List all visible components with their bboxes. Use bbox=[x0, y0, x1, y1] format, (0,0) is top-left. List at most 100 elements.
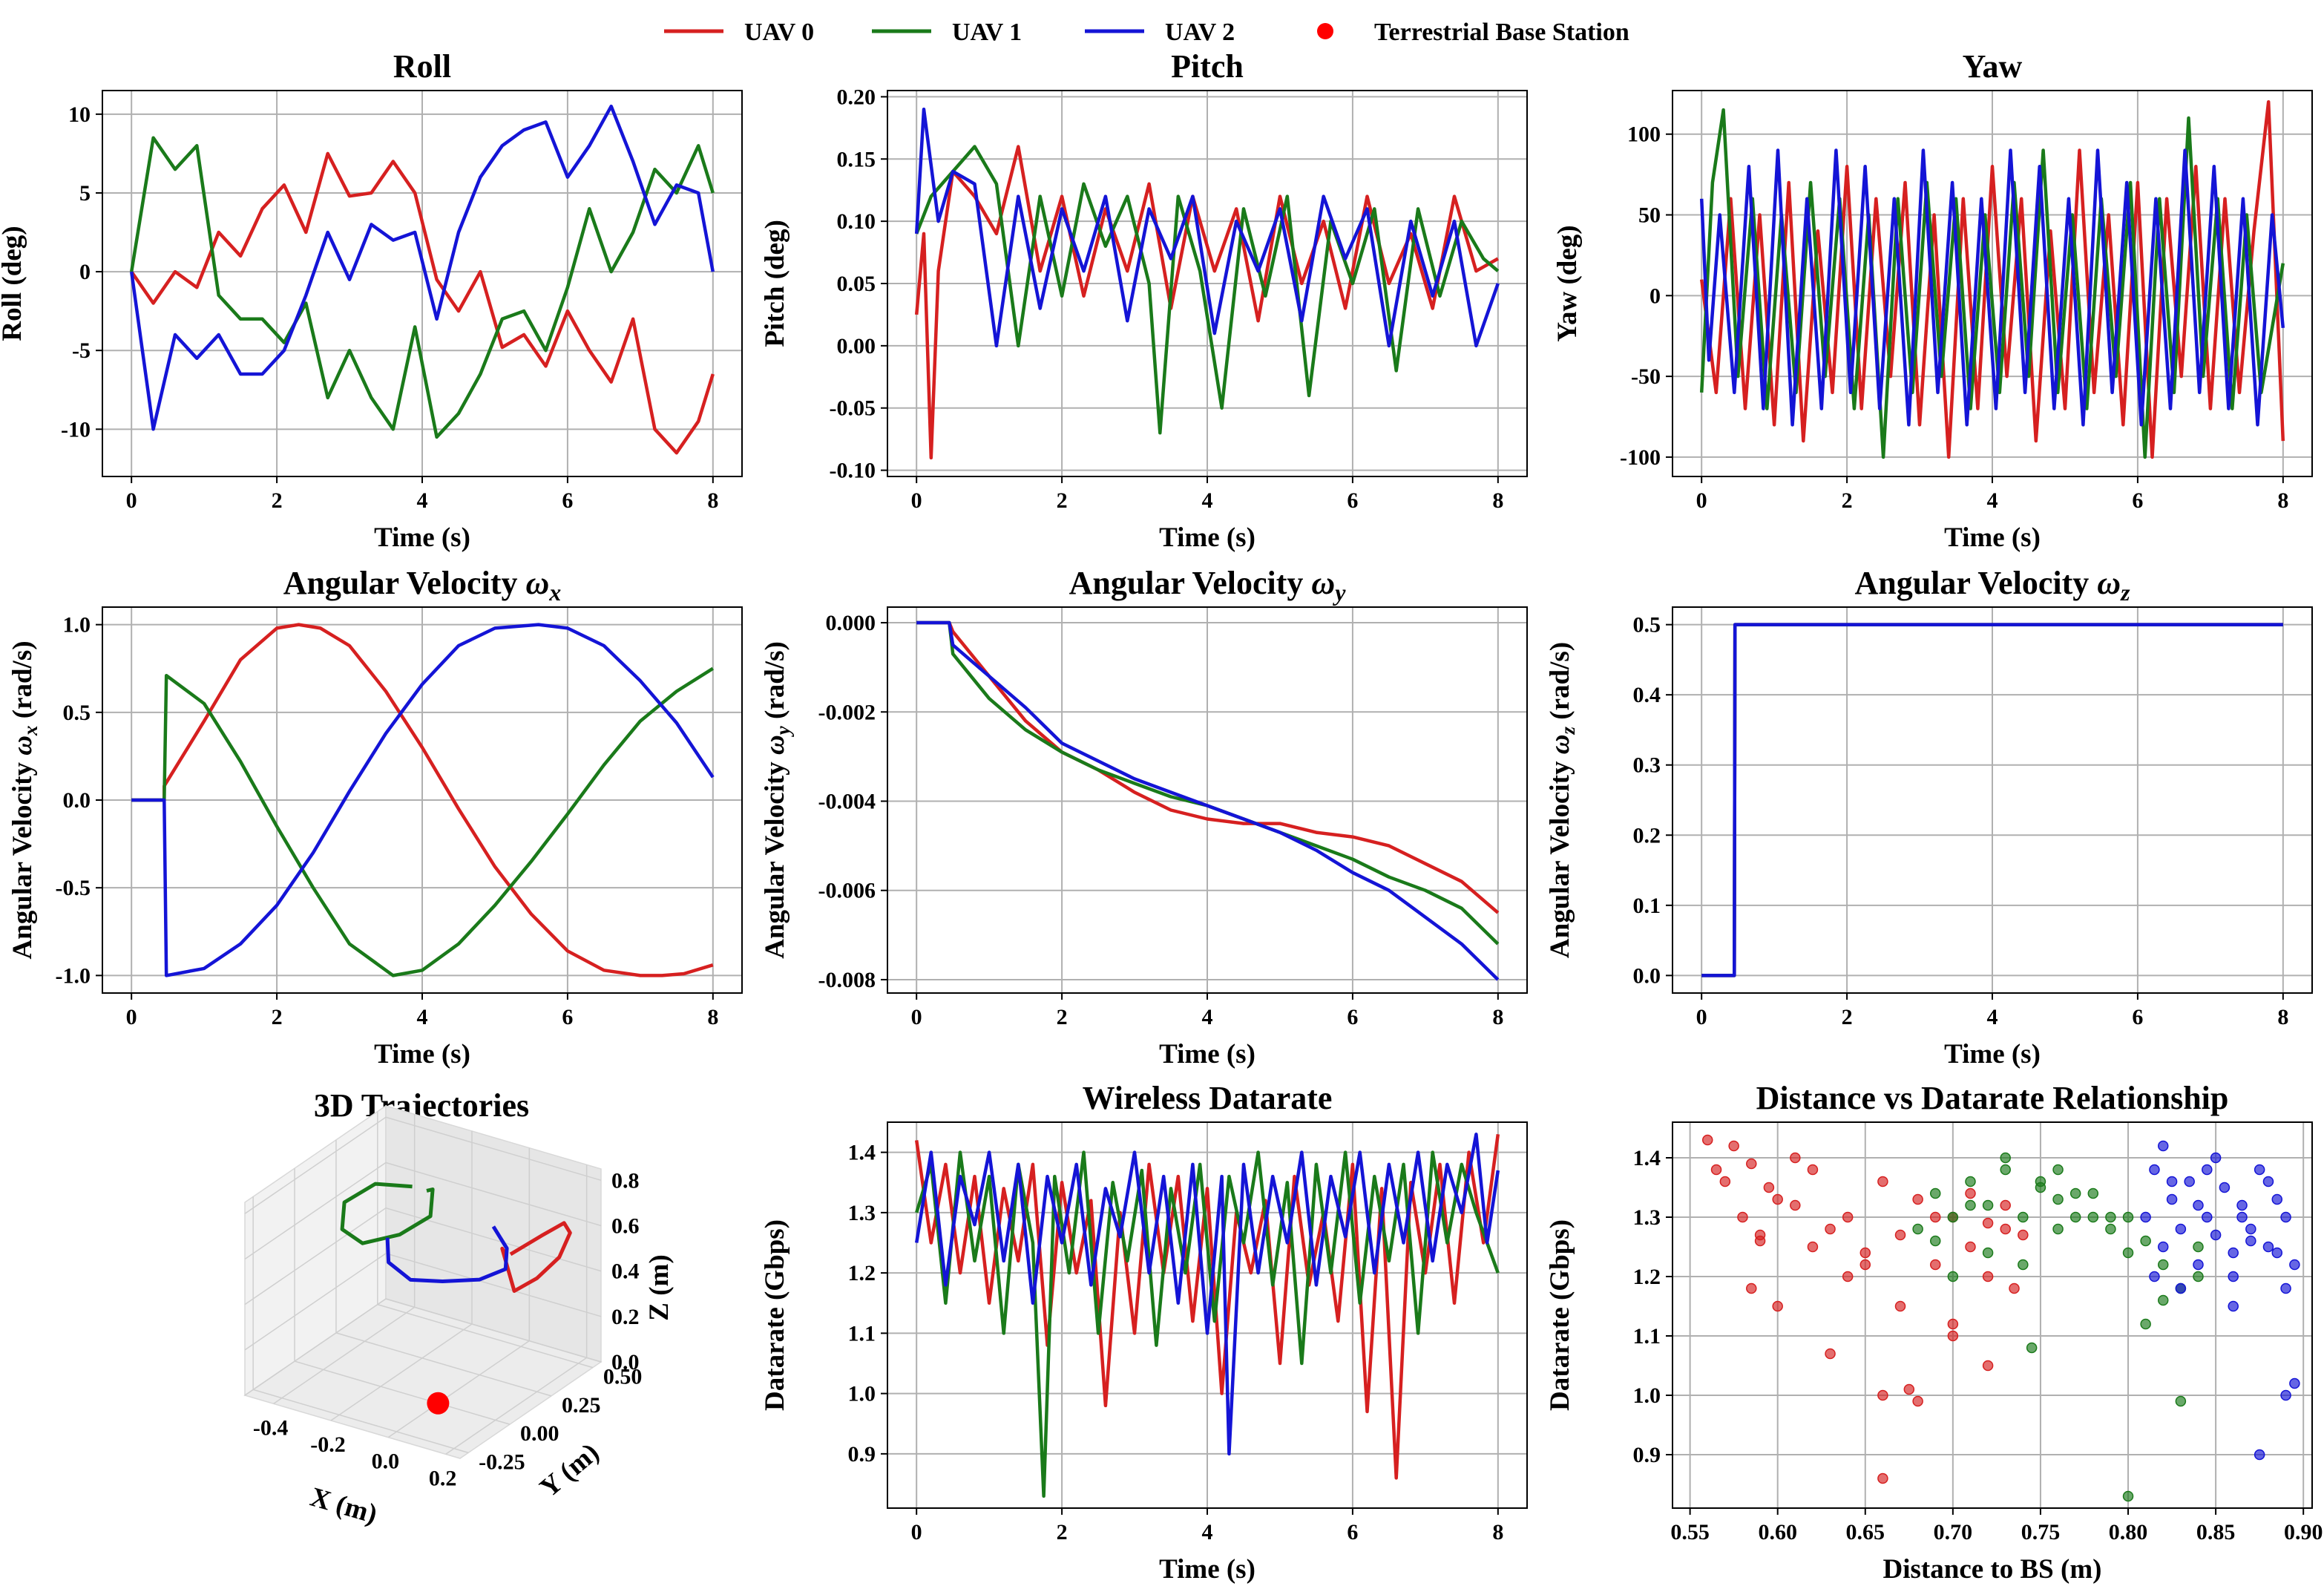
x-tick-label: 8 bbox=[1492, 488, 1503, 513]
scatter-point bbox=[2000, 1152, 2011, 1164]
scatter-point bbox=[2228, 1247, 2239, 1259]
scatter-point bbox=[1825, 1223, 1836, 1235]
x-tick-label: 8 bbox=[1492, 1005, 1503, 1029]
scatter-point bbox=[1947, 1271, 1959, 1282]
scatter-point bbox=[1877, 1389, 1888, 1401]
scatter-point bbox=[2228, 1300, 2239, 1312]
scatter-point bbox=[2262, 1176, 2274, 1187]
series-line-2 bbox=[131, 623, 715, 977]
plot-area bbox=[914, 1133, 1500, 1498]
legend-entry-1: UAV 1 bbox=[872, 19, 1022, 46]
chart-title: Angular Velocity ωy bbox=[1069, 565, 1347, 606]
x-tick-label: 6 bbox=[562, 1005, 573, 1029]
x-tick-label: 8 bbox=[2277, 1005, 2288, 1029]
plot-area bbox=[1701, 623, 2283, 977]
scatter-point bbox=[2140, 1211, 2151, 1223]
x-axis-label: Time (s) bbox=[1159, 522, 1255, 553]
y-tick-label: 0 bbox=[1650, 284, 1661, 308]
y-tick-label: -5 bbox=[72, 338, 91, 363]
x-tick-label: 4 bbox=[1202, 488, 1213, 513]
scatter-point bbox=[1929, 1259, 1941, 1271]
scatter-point bbox=[2271, 1247, 2283, 1259]
y-tick-label: -10 bbox=[61, 417, 91, 442]
scatter-point bbox=[1737, 1211, 1748, 1223]
scatter-point bbox=[2052, 1164, 2064, 1176]
scatter-point bbox=[2018, 1211, 2029, 1223]
z-tick-label: 0.4 bbox=[611, 1259, 640, 1284]
scatter-point bbox=[2184, 1176, 2195, 1187]
scatter-point bbox=[1894, 1229, 1906, 1241]
trajectory-2 bbox=[385, 1225, 509, 1283]
chart-title: Angular Velocity ωz bbox=[1854, 565, 2130, 606]
plot-area bbox=[129, 104, 715, 455]
x-axis-label: Time (s) bbox=[1944, 522, 2041, 553]
gridline-z bbox=[244, 1162, 602, 1260]
scatter-point bbox=[1859, 1247, 1871, 1259]
y-tick-label: 1.0 bbox=[1633, 1383, 1661, 1408]
x-tick-label: 4 bbox=[417, 1005, 428, 1029]
series-line-1 bbox=[131, 666, 714, 977]
scatter-point bbox=[2193, 1271, 2204, 1282]
scatter-point bbox=[1877, 1176, 1888, 1187]
scatter-point bbox=[1903, 1383, 1915, 1395]
scatter-point bbox=[2280, 1389, 2291, 1401]
series-line-1 bbox=[915, 145, 1500, 435]
x-tick-label: 6 bbox=[2132, 1005, 2143, 1029]
plot-area bbox=[1701, 1134, 2300, 1502]
scatter-point bbox=[1719, 1176, 1731, 1187]
scatter-point bbox=[2245, 1223, 2256, 1235]
scatter-point bbox=[1929, 1187, 1941, 1199]
scatter-point bbox=[1912, 1223, 1923, 1235]
scatter-point bbox=[2228, 1271, 2239, 1282]
y-tick-label: 0.0 bbox=[63, 788, 91, 813]
x-tick-label: -0.2 bbox=[310, 1432, 346, 1457]
scatter-point bbox=[2271, 1193, 2283, 1205]
scatter-point bbox=[2158, 1140, 2169, 1152]
y-tick-label: 0.15 bbox=[837, 147, 876, 171]
scatter-point bbox=[1982, 1199, 1994, 1211]
y-tick-label: 5 bbox=[79, 181, 91, 206]
legend-marker-swatch bbox=[1317, 23, 1333, 39]
legend-label: UAV 1 bbox=[952, 19, 1022, 46]
x-tick-label: 4 bbox=[1202, 1005, 1213, 1029]
grid bbox=[102, 91, 742, 476]
x-tick-label: 0.75 bbox=[2021, 1520, 2061, 1544]
grid bbox=[887, 607, 1527, 993]
y-tick-label: 0.20 bbox=[837, 85, 876, 109]
grid bbox=[244, 1111, 602, 1455]
scatter-point bbox=[2262, 1241, 2274, 1253]
scatter-point bbox=[1877, 1472, 1888, 1484]
scatter-point bbox=[2202, 1211, 2213, 1223]
scatter-point bbox=[1947, 1330, 1959, 1342]
y-tick-label: -0.10 bbox=[830, 459, 876, 483]
scatter-point bbox=[2289, 1259, 2300, 1271]
scatter-point bbox=[1701, 1134, 1713, 1146]
scatter-point bbox=[2105, 1211, 2116, 1223]
gridline-z bbox=[244, 1253, 602, 1351]
scatter-point bbox=[1965, 1199, 1976, 1211]
legend-label: UAV 2 bbox=[1165, 19, 1235, 46]
scatter-point bbox=[2254, 1164, 2265, 1176]
scatter-point bbox=[2105, 1223, 2116, 1235]
x-tick-label: 0.65 bbox=[1846, 1520, 1885, 1544]
scatter-point bbox=[2149, 1164, 2160, 1176]
y-tick-label: 0.1 bbox=[1633, 894, 1661, 918]
series-line-2 bbox=[1701, 623, 2283, 977]
y-tick-label: -50 bbox=[1631, 364, 1661, 389]
chart-traj3d: 3D Trajectories-0.4-0.20.00.2-0.250.000.… bbox=[243, 1087, 674, 1530]
x-tick-label: 2 bbox=[1057, 1520, 1068, 1544]
x-tick-label: 6 bbox=[1347, 1520, 1358, 1544]
y-tick-label: 0.50 bbox=[603, 1365, 643, 1389]
legend-label: Terrestrial Base Station bbox=[1374, 19, 1629, 46]
scatter-point bbox=[2158, 1259, 2169, 1271]
x-tick-label: 0 bbox=[126, 488, 137, 513]
chart-datarate: 0 2 4 6 8 0.9 1.0 1.1 1.2 1.3 1.4 Wireless Datarate… bbox=[760, 1080, 1528, 1585]
y-tick-label: 0.25 bbox=[562, 1393, 601, 1418]
scatter-point bbox=[2175, 1282, 2187, 1294]
legend-entry-3: Terrestrial Base Station bbox=[1317, 19, 1629, 46]
y-tick-label: 0.4 bbox=[1633, 683, 1661, 707]
y-tick-label: 1.3 bbox=[848, 1201, 876, 1225]
y-tick-label: -0.5 bbox=[56, 876, 91, 900]
legend-entry-0: UAV 0 bbox=[664, 19, 814, 46]
z-tick-label: 0.6 bbox=[611, 1213, 640, 1238]
